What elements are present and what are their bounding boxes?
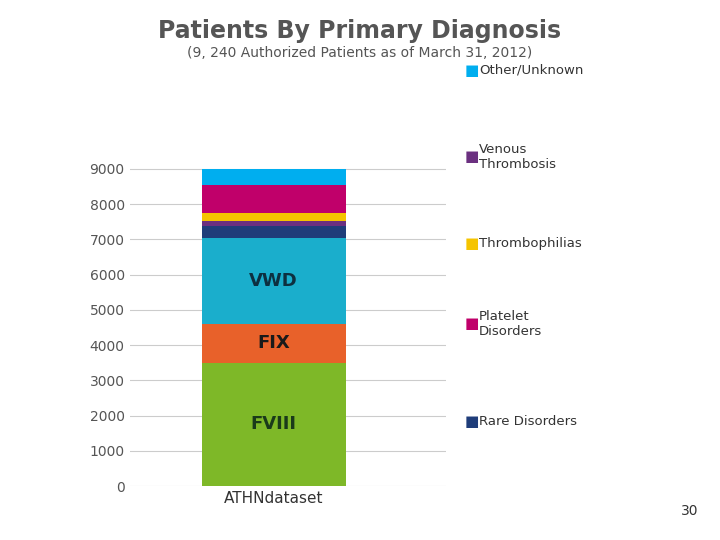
Bar: [202, 169, 346, 185]
Bar: [202, 185, 346, 213]
Text: Other/Unknown: Other/Unknown: [479, 64, 583, 77]
Text: 30: 30: [681, 504, 698, 518]
Text: FVIII: FVIII: [251, 415, 297, 433]
Bar: [202, 226, 346, 238]
Text: Platelet
Disorders: Platelet Disorders: [479, 310, 542, 338]
Text: VWD: VWD: [249, 272, 298, 290]
Text: Thrombophilias: Thrombophilias: [479, 237, 582, 249]
Text: FIX: FIX: [257, 334, 290, 352]
Bar: [202, 221, 346, 226]
Text: (9, 240 Authorized Patients as of March 31, 2012): (9, 240 Authorized Patients as of March …: [187, 46, 533, 60]
Text: Patients By Primary Diagnosis: Patients By Primary Diagnosis: [158, 19, 562, 43]
Text: Rare Disorders: Rare Disorders: [479, 415, 577, 428]
Bar: [202, 238, 346, 324]
Bar: [202, 363, 346, 486]
Bar: [202, 324, 346, 363]
Text: Venous
Thrombosis: Venous Thrombosis: [479, 143, 556, 171]
Text: ■: ■: [464, 149, 479, 164]
Text: ■: ■: [464, 63, 479, 78]
Bar: [202, 213, 346, 221]
Text: ■: ■: [464, 235, 479, 251]
Text: ■: ■: [464, 316, 479, 332]
Text: ■: ■: [464, 414, 479, 429]
